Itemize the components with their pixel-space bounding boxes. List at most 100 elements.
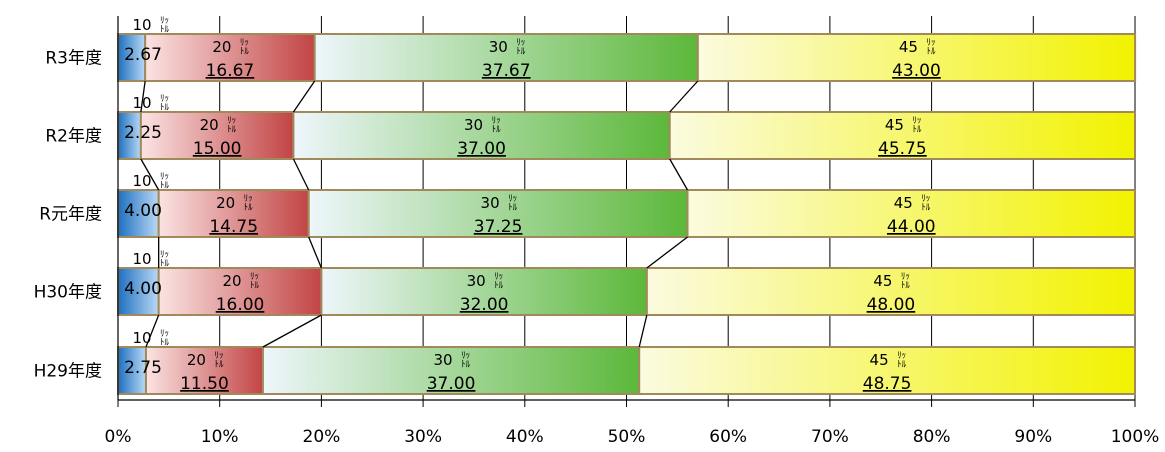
- bar-segment: [638, 346, 1137, 395]
- x-tick-label: 30%: [404, 427, 442, 447]
- category-label: R元年度: [39, 205, 102, 225]
- series-name-unit-top: ﾘｯ: [492, 116, 501, 126]
- series-line: [140, 158, 160, 191]
- value-label: 45.75: [878, 139, 927, 159]
- bar-segment: [157, 267, 323, 316]
- series-name-unit-top: ﾘｯ: [160, 329, 169, 339]
- series-name-unit-top: ﾘｯ: [516, 38, 525, 48]
- series-name-unit-top: ﾘｯ: [921, 194, 930, 204]
- series-name-unit-bottom: ﾄﾙ: [160, 181, 170, 191]
- series-name-number: 20: [212, 38, 231, 56]
- series-name-unit-bottom: ﾄﾙ: [921, 203, 931, 213]
- series-name-number: 30: [464, 116, 483, 134]
- series-name-unit-bottom: ﾄﾙ: [516, 47, 526, 57]
- series-name-unit-bottom: ﾄﾙ: [461, 360, 471, 370]
- value-label: 32.00: [460, 295, 509, 315]
- bar-segment: [696, 33, 1137, 82]
- series-line: [638, 314, 648, 348]
- series-name-number: 20: [216, 194, 235, 212]
- value-label: 37.25: [474, 217, 523, 237]
- category-label: H30年度: [34, 283, 102, 303]
- series-name-unit-top: ﾘｯ: [214, 351, 223, 361]
- x-tick-label: 40%: [506, 427, 544, 447]
- series-name-unit-bottom: ﾄﾙ: [897, 360, 907, 370]
- series-name-number: 10: [132, 16, 151, 34]
- value-label: 37.67: [482, 61, 531, 81]
- series-name-unit-top: ﾘｯ: [494, 272, 503, 282]
- x-tick-label: 10%: [201, 427, 239, 447]
- x-tick-label: 60%: [709, 427, 747, 447]
- series-name-unit-top: ﾘｯ: [461, 351, 470, 361]
- bars: [117, 33, 1137, 395]
- series-name-unit-top: ﾘｯ: [160, 172, 169, 182]
- series-name-unit-top: ﾘｯ: [160, 250, 169, 260]
- series-name-unit-bottom: ﾄﾙ: [244, 203, 254, 213]
- series-name-unit-bottom: ﾄﾙ: [901, 281, 911, 291]
- x-tick-label: 80%: [913, 427, 951, 447]
- series-name-unit-top: ﾘｯ: [926, 38, 935, 48]
- series-line: [140, 80, 146, 113]
- series-name-number: 45: [873, 272, 892, 290]
- series-name-unit-top: ﾘｯ: [901, 272, 910, 282]
- series-name-unit-bottom: ﾄﾙ: [160, 259, 170, 269]
- bar-segment: [307, 189, 689, 238]
- bar-segment: [645, 267, 1137, 316]
- series-name-number: 30: [481, 194, 500, 212]
- series-name-number: 20: [222, 272, 241, 290]
- series-name-number: 30: [434, 351, 453, 369]
- bar-segment: [117, 33, 147, 82]
- series-line: [308, 236, 323, 269]
- series-name-number: 10: [132, 94, 151, 112]
- series-name-number: 45: [899, 38, 918, 56]
- value-label: 48.00: [867, 295, 916, 315]
- series-line: [669, 80, 699, 113]
- series-line: [145, 314, 160, 348]
- series-name-number: 30: [467, 272, 486, 290]
- bar-segment: [320, 267, 648, 316]
- series-name-unit-top: ﾘｯ: [897, 351, 906, 361]
- value-label: 4.00: [124, 279, 162, 299]
- x-tick-label: 20%: [303, 427, 341, 447]
- value-label: 2.75: [124, 358, 162, 378]
- value-label: 16.67: [206, 61, 255, 81]
- series-name-unit-bottom: ﾄﾙ: [492, 125, 502, 135]
- series-name-unit-bottom: ﾄﾙ: [240, 47, 250, 57]
- series-name-unit-bottom: ﾄﾙ: [160, 25, 170, 35]
- value-label: 2.67: [124, 45, 162, 65]
- series-line: [262, 314, 322, 348]
- x-tick-label: 0%: [105, 427, 132, 447]
- bar-segment: [117, 346, 147, 395]
- series-name-unit-top: ﾘｯ: [508, 194, 517, 204]
- series-name-unit-top: ﾘｯ: [240, 38, 249, 48]
- x-tick-label: 70%: [811, 427, 849, 447]
- bar-segment: [144, 346, 264, 395]
- axes: 0% 10% 20% 30% 40% 50% 60% 70% 80% 90% 100% R3年度 R2年…: [34, 16, 1160, 447]
- x-tick-label: 100%: [1111, 427, 1160, 447]
- value-label: 11.50: [180, 374, 229, 394]
- series-line: [669, 158, 689, 191]
- series-lines: [140, 80, 699, 348]
- bar-segment: [292, 111, 671, 160]
- series-name-number: 45: [870, 351, 889, 369]
- bar-segment: [668, 111, 1136, 160]
- category-label: R2年度: [45, 127, 102, 147]
